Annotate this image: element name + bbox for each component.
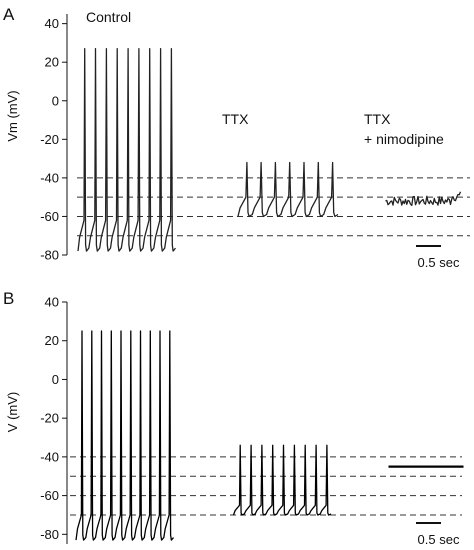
scale-bar-label: 0.5 sec (418, 255, 460, 270)
condition-label: TTX (364, 111, 391, 127)
y-axis: 40 20 0 -20 -40 -60 -80 (40, 295, 68, 544)
condition-label: TTX (222, 111, 249, 127)
trace-2 (385, 191, 462, 207)
panel-b: B 40 20 0 -20 -40 -60 -80 V (mV) 0.5 sec (3, 289, 464, 547)
y-tick-label: -20 (40, 411, 59, 426)
scale-bar-label: 0.5 sec (418, 532, 460, 547)
y-tick-label: -80 (40, 248, 59, 263)
trace-1 (232, 444, 332, 516)
y-axis-label: Vm (mV) (5, 90, 20, 141)
y-tick-label: -20 (40, 132, 59, 147)
condition-label: Control (86, 9, 131, 25)
y-tick-label: 0 (52, 93, 59, 108)
y-tick-label: 40 (45, 16, 59, 31)
condition-label: + nimodipine (364, 131, 444, 147)
panel-a: A 40 20 0 -20 -40 -60 -80 Vm (mV) Control TTX TTX + … (3, 5, 470, 270)
y-tick-label: 20 (45, 333, 59, 348)
y-tick-label: 20 (45, 55, 59, 70)
trace-0 (75, 330, 174, 541)
trace-1 (237, 161, 339, 218)
panel-label: B (3, 289, 14, 308)
y-tick-label: -80 (40, 527, 59, 542)
y-tick-label: -60 (40, 488, 59, 503)
y-axis: 40 20 0 -20 -40 -60 -80 (40, 14, 68, 263)
y-axis-label: V (mV) (5, 392, 20, 432)
y-tick-label: -40 (40, 170, 59, 185)
y-tick-label: -40 (40, 449, 59, 464)
y-tick-label: 40 (45, 295, 59, 310)
trace-0 (77, 48, 177, 252)
y-tick-label: 0 (52, 372, 59, 387)
panel-label: A (3, 5, 15, 24)
y-tick-label: -60 (40, 209, 59, 224)
